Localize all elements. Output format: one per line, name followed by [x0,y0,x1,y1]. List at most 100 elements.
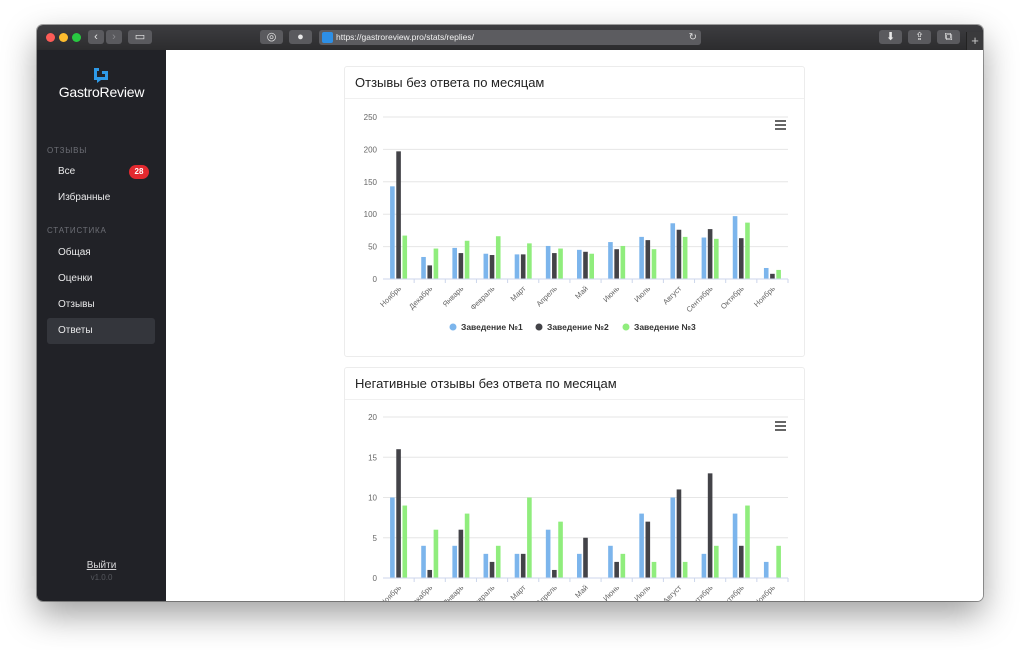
bar [583,537,588,578]
y-tick-label: 150 [364,178,378,187]
x-tick-label: Май [573,583,590,600]
bar [421,256,426,279]
bar [514,254,520,279]
minimize-window-button[interactable] [59,33,68,42]
bar [464,513,470,578]
bar [763,561,769,578]
bar [483,553,489,578]
app-version: v1.0.0 [90,573,113,582]
bar [645,240,651,279]
bar [676,489,682,578]
bar [421,545,426,578]
bar [545,529,551,578]
bar [495,545,501,578]
sidebar-item-ratings[interactable]: Оценки [47,266,155,292]
bar [639,513,644,578]
bar [396,449,401,578]
privacy-icon[interactable]: ◎ [260,30,283,44]
x-tick-label: Декабрь [407,284,434,311]
x-tick-label: Ноябрь [752,284,777,309]
bar [552,569,557,578]
bar [402,505,408,578]
tabs-overview-icon[interactable]: ⧉ [937,30,960,44]
address-bar[interactable]: https://gastroreview.pro/stats/replies/ … [319,30,701,45]
y-tick-label: 250 [364,113,378,122]
bar [577,249,582,279]
bar [770,273,775,279]
x-tick-label: Февраль [469,284,497,312]
sidebar-item-all[interactable]: Все 28 [47,159,155,185]
bar [701,553,707,578]
x-tick-label: Январь [441,284,466,309]
x-tick-label: Август [661,583,684,601]
y-tick-label: 5 [373,534,378,543]
forward-icon[interactable]: › [106,30,122,44]
x-tick-label: Октябрь [719,583,746,601]
sidebar-item-general[interactable]: Общая [47,240,155,266]
y-tick-label: 15 [368,453,377,462]
section-title-statistics: СТАТИСТИКА [47,226,107,235]
bar [620,553,626,578]
bar [763,267,769,279]
sidebar-item-label: Ответы [58,325,93,336]
bar [402,235,408,279]
bar [701,237,707,279]
zoom-window-button[interactable] [72,33,81,42]
bar [589,253,594,279]
bar [558,248,563,279]
x-tick-label: Апрель [534,583,558,601]
bar [427,265,433,279]
bar [452,545,457,578]
bar [614,561,619,578]
reload-icon[interactable]: ↻ [688,32,697,43]
y-tick-label: 0 [373,574,378,583]
share-icon[interactable]: ⇪ [908,30,931,44]
bar [732,513,738,578]
sidebar: GastroReview ОТЗЫВЫ Все 28 Избранные СТА… [37,50,166,601]
bar [614,249,619,279]
x-tick-label: Июль [632,583,652,601]
bar [651,249,657,279]
bar [738,545,744,578]
section-title-reviews: ОТЗЫВЫ [47,146,88,155]
x-tick-label: Апрель [534,284,558,308]
bar [520,553,526,578]
logout-link[interactable]: Выйти [86,560,117,571]
sidebar-toggle-icon[interactable]: ▭ [128,30,152,44]
extension-icon[interactable]: ● [289,30,312,44]
x-tick-label: Октябрь [719,284,746,311]
bar [732,216,738,279]
bar [670,497,676,578]
sidebar-item-favorites[interactable]: Избранные [47,185,155,211]
bar [427,569,433,578]
bar [745,505,750,578]
back-icon[interactable]: ‹ [88,30,104,44]
downloads-icon[interactable]: ⬇ [879,30,902,44]
sidebar-item-replies[interactable]: Ответы [47,318,155,344]
chart-menu-icon[interactable] [775,120,786,132]
new-tab-button[interactable]: + [966,32,983,50]
bar [527,243,532,279]
x-tick-label: Ноябрь [378,284,403,309]
bar [577,553,582,578]
bar [707,229,713,279]
close-window-button[interactable] [46,33,55,42]
sidebar-item-reviews-stats[interactable]: Отзывы [47,292,155,318]
browser-titlebar: ‹ › ▭ ◎ ● https://gastroreview.pro/stats… [37,25,983,51]
legend-label: Заведение №2 [547,322,609,332]
browser-window: ‹ › ▭ ◎ ● https://gastroreview.pro/stats… [37,25,983,601]
bar [495,236,501,279]
bar [620,245,626,279]
brand-name: GastroReview [58,84,145,100]
bar [608,545,613,578]
bar [682,236,688,279]
bar [489,255,495,279]
x-tick-label: Февраль [469,583,497,601]
bar [514,553,520,578]
y-tick-label: 20 [368,413,377,422]
bar [670,223,676,279]
chart-menu-icon[interactable] [775,421,786,433]
bar [433,529,439,578]
url-text: https://gastroreview.pro/stats/replies/ [336,32,474,42]
x-tick-label: Сентябрь [684,583,714,601]
